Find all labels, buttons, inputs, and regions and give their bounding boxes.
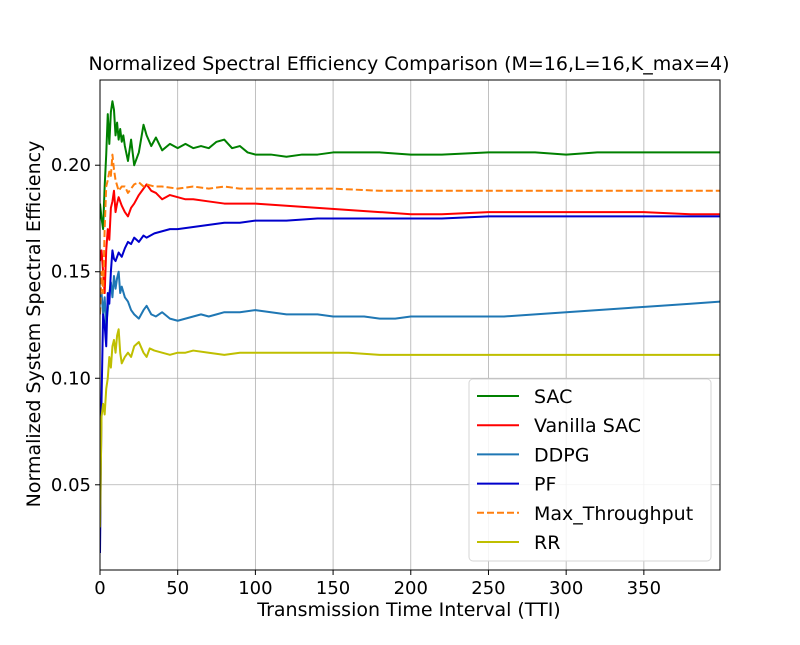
legend: SAC Vanilla SAC DDPG PF Max_Throughput RR	[468, 378, 712, 562]
series-layer	[100, 100, 720, 553]
legend-box	[468, 378, 712, 562]
series-line-ddpg	[100, 270, 720, 326]
series-line-vanilla-sac	[100, 183, 720, 295]
legend-label-sac: SAC	[534, 386, 572, 408]
x-tick-label: 350	[627, 578, 661, 599]
y-tick-label: 0.05	[51, 475, 91, 496]
x-tick-label: 300	[549, 578, 583, 599]
x-tick-label: 0	[94, 578, 105, 599]
plot-frame	[99, 79, 721, 571]
x-tick-label: 100	[238, 578, 272, 599]
axis-ticks: 0 50 100 150 200 250 300 350 0.05 0.10 0.15 0.20	[51, 155, 661, 599]
legend-label-vanilla-sac: Vanilla SAC	[534, 415, 641, 437]
x-tick-label: 200	[394, 578, 428, 599]
x-axis-label: Transmission Time Interval (TTI)	[256, 599, 560, 621]
legend-label-ddpg: DDPG	[534, 444, 589, 466]
series-line-sac	[100, 100, 720, 231]
chart-title: Normalized Spectral Efficiency Compariso…	[88, 53, 729, 75]
x-tick-label: 250	[471, 578, 505, 599]
y-tick-label: 0.15	[51, 262, 91, 283]
series-line-max-throughput	[100, 153, 720, 315]
x-tick-label: 50	[166, 578, 189, 599]
legend-label-pf: PF	[534, 474, 556, 496]
grid-lines	[99, 80, 720, 570]
y-tick-label: 0.10	[51, 368, 91, 389]
x-tick-label: 150	[316, 578, 350, 599]
y-tick-label: 0.20	[51, 155, 91, 176]
legend-label-max-throughput: Max_Throughput	[534, 503, 693, 525]
y-axis-label: Normalized System Spectral Efficiency	[23, 141, 45, 508]
series-line-pf	[100, 215, 720, 553]
legend-label-rr: RR	[534, 532, 560, 554]
series-line-rr	[100, 328, 720, 528]
